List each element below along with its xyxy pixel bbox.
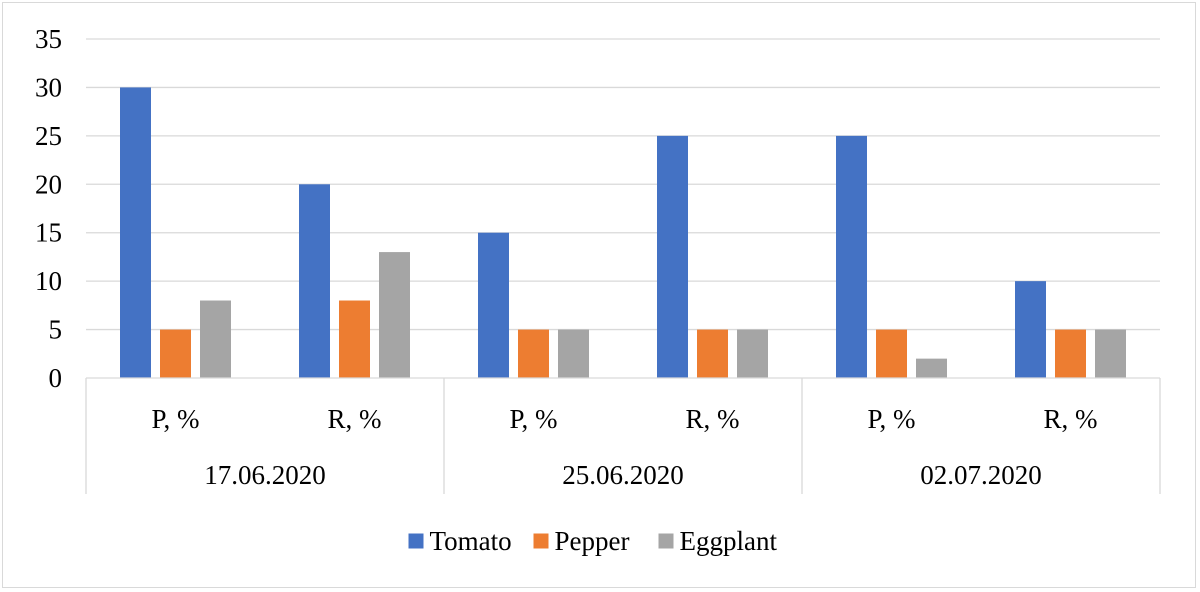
bar-pepper: [518, 329, 549, 378]
bar-eggplant: [916, 358, 947, 378]
x-group-label: 17.06.2020: [204, 460, 326, 490]
x-axis-category-labels: P, % R, % P, % R, % P, % R, %: [151, 404, 1097, 434]
y-tick-label: 5: [49, 315, 63, 345]
legend-label: Eggplant: [680, 526, 778, 556]
bar-tomato: [478, 232, 509, 378]
x-group-label: 02.07.2020: [920, 460, 1042, 490]
x-category-label: R, %: [1044, 404, 1098, 434]
legend-label: Tomato: [430, 526, 512, 556]
legend-label: Pepper: [555, 526, 630, 556]
y-tick-label: 20: [35, 169, 62, 199]
y-tick-label: 25: [35, 121, 62, 151]
bar-tomato: [657, 135, 688, 378]
x-axis-group-labels: 17.06.2020 25.06.2020 02.07.2020: [204, 460, 1042, 490]
bar-eggplant: [200, 300, 231, 378]
x-category-label: P, %: [509, 404, 557, 434]
x-category-label: P, %: [867, 404, 915, 434]
y-axis-tick-labels: 0 5 10 15 20 25 30 35: [35, 24, 62, 393]
legend-item-eggplant: Eggplant: [658, 526, 778, 556]
y-tick-label: 15: [35, 218, 62, 248]
bar-tomato: [120, 87, 151, 378]
bar-tomato: [299, 184, 330, 378]
y-tick-label: 10: [35, 266, 62, 296]
legend-swatch: [408, 533, 424, 549]
bar-eggplant: [737, 329, 768, 378]
bar-eggplant: [1095, 329, 1126, 378]
legend-swatch: [658, 533, 674, 549]
x-category-label: R, %: [686, 404, 740, 434]
bars: [120, 87, 1126, 378]
bar-tomato: [1015, 281, 1046, 378]
legend-item-tomato: Tomato: [408, 526, 512, 556]
legend-swatch: [533, 533, 549, 549]
bar-pepper: [160, 329, 191, 378]
gridlines: [86, 38, 1160, 331]
x-category-label: P, %: [151, 404, 199, 434]
x-axis: [85, 377, 1161, 494]
legend: Tomato Pepper Eggplant: [408, 526, 778, 556]
bar-pepper: [876, 329, 907, 378]
y-tick-label: 35: [35, 24, 62, 54]
y-tick-label: 30: [35, 72, 62, 102]
x-group-label: 25.06.2020: [562, 460, 684, 490]
bar-eggplant: [379, 252, 410, 378]
bar-pepper: [339, 300, 370, 378]
bar-pepper: [1055, 329, 1086, 378]
bar-pepper: [697, 329, 728, 378]
x-category-label: R, %: [328, 404, 382, 434]
legend-item-pepper: Pepper: [533, 526, 630, 556]
y-tick-label: 0: [49, 363, 63, 393]
bar-eggplant: [558, 329, 589, 378]
bar-tomato: [836, 135, 867, 378]
